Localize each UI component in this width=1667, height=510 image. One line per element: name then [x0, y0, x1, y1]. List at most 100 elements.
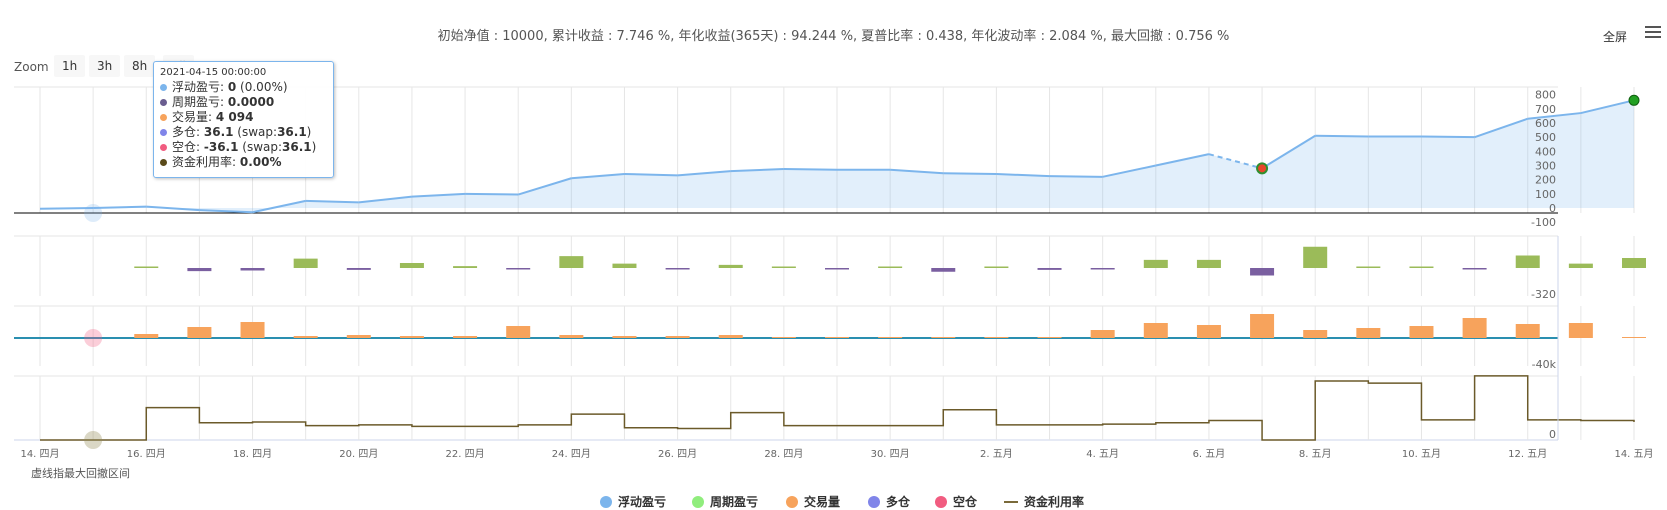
pnl-line-segment: [996, 172, 1050, 178]
volume-bar: [1622, 337, 1646, 338]
menu-icon[interactable]: [1645, 26, 1661, 40]
volume-bar: [1303, 330, 1328, 338]
pnl-line-segment: [1049, 175, 1103, 178]
volume-bar: [346, 335, 371, 338]
legend-dot-icon: [600, 496, 612, 508]
volume-bar: [399, 336, 424, 338]
drawdown-note: 虚线指最大回撤区间: [31, 467, 130, 480]
legend-item-float-pnl[interactable]: 浮动盈亏: [600, 493, 666, 510]
volume-bar: [878, 337, 903, 338]
volume-bar: [665, 336, 690, 338]
x-tick-label: 2. 五月: [980, 448, 1013, 460]
volume-bar: [612, 336, 637, 338]
volume-y-label: -40k: [1532, 358, 1557, 371]
pnl-line-segment: [1474, 117, 1529, 139]
period-pnl-bar: [399, 263, 424, 268]
volume-bar: [453, 336, 478, 338]
pnl-line-segment: [1580, 99, 1635, 115]
tooltip-row-period-pnl: 周期盈亏: 0.0000: [160, 95, 327, 110]
period-pnl-bar: [1250, 268, 1275, 276]
fullscreen-button[interactable]: 全屏: [1603, 30, 1628, 44]
period-pnl-bar: [825, 268, 849, 270]
hover-halo-utilization: [84, 431, 103, 449]
legend-item-utilization[interactable]: 资金利用率: [1004, 493, 1084, 510]
pnl-y-tick-label: 800: [1535, 89, 1556, 102]
volume-bar: [931, 337, 956, 338]
pnl-line-segment: [1261, 134, 1316, 170]
legend-line-icon: [1004, 501, 1018, 503]
volume-bar: [187, 327, 212, 338]
pnl-area-fill: [40, 100, 1634, 213]
pnl-line-segment: [730, 168, 784, 173]
x-tick-label: 18. 四月: [233, 448, 272, 460]
zoom-3h-button[interactable]: 3h: [89, 55, 121, 77]
x-tick-label: 14. 五月: [1614, 448, 1653, 460]
legend-item-volume[interactable]: 交易量: [786, 493, 840, 510]
pnl-line-segment: [1208, 153, 1263, 170]
zoom-label: Zoom: [14, 60, 49, 74]
volume-bar: [1037, 337, 1062, 338]
period-pnl-bar: [1568, 263, 1593, 268]
legend-item-period-pnl[interactable]: 周期盈亏: [692, 493, 758, 510]
pnl-line-segment: [624, 172, 678, 177]
zoom-8h-button[interactable]: 8h: [124, 55, 156, 77]
x-tick-label: 12. 五月: [1508, 448, 1547, 460]
period-pnl-bar: [1143, 259, 1168, 268]
period-pnl-bar: [1462, 268, 1487, 270]
volume-bar: [293, 336, 318, 338]
x-tick-label: 4. 五月: [1086, 448, 1119, 460]
pnl-y-tick-label: 100: [1535, 188, 1556, 201]
legend-item-long[interactable]: 多仓: [868, 493, 910, 510]
tooltip-row-long: 多仓: 36.1 (swap:36.1): [160, 125, 327, 140]
last-point-marker: [1628, 94, 1640, 106]
pnl-line-segment: [411, 192, 466, 198]
volume-bar: [559, 335, 584, 338]
tooltip-datetime: 2021-04-15 00:00:00: [160, 67, 267, 78]
tooltip-row-utilization: 资金利用率: 0.00%: [160, 155, 327, 170]
pnl-y-tick-label: 500: [1535, 131, 1556, 144]
volume-bar: [1143, 323, 1168, 338]
volume-bar: [718, 335, 743, 338]
volume-bar: [1356, 328, 1381, 338]
volume-bar: [1196, 325, 1221, 338]
legend-dot-icon: [868, 496, 880, 508]
x-tick-label: 16. 四月: [127, 448, 166, 460]
pnl-line-segment: [571, 172, 625, 180]
period-pnl-bar: [771, 266, 796, 268]
period-pnl-bar: [506, 268, 531, 270]
volume-bar: [1462, 318, 1487, 338]
pnl-y-tick-label: -100: [1531, 216, 1556, 229]
volume-bar: [825, 337, 849, 338]
tooltip-row-float-pnl: 浮动盈亏: 0 (0.00%): [160, 80, 327, 95]
period-pnl-bar: [1622, 258, 1646, 268]
pnl-line-segment: [517, 177, 572, 196]
x-tick-label: 8. 五月: [1299, 448, 1332, 460]
volume-bar: [1090, 330, 1115, 338]
pnl-line-segment: [199, 209, 253, 214]
pnl-line-segment: [1421, 135, 1475, 139]
legend-dot-icon: [786, 496, 798, 508]
legend-dot-icon: [692, 496, 704, 508]
volume-bar: [1568, 323, 1593, 338]
legend-item-short[interactable]: 空仓: [935, 493, 977, 510]
volume-bar: [1250, 314, 1275, 338]
period-pnl-bar: [1515, 255, 1540, 268]
period-pnl-bar: [878, 266, 903, 268]
volume-bar: [1515, 324, 1540, 338]
drawdown-marker: [1256, 162, 1269, 175]
period-pnl-bar: [1356, 266, 1381, 268]
period-pnl-bar: [1196, 259, 1221, 268]
period-pnl-bar: [984, 266, 1009, 268]
period-pnl-bar: [134, 266, 159, 268]
pnl-line-segment: [890, 168, 944, 175]
pnl-line-segment: [93, 205, 147, 209]
volume-bar: [1409, 326, 1434, 338]
zoom-1h-button[interactable]: 1h: [54, 55, 86, 77]
period-pnl-bar: [293, 258, 318, 268]
utilization-y-label: 0: [1549, 428, 1556, 441]
tooltip-row-volume: 交易量: 4 094: [160, 110, 327, 125]
period-pnl-bar: [665, 268, 690, 270]
pnl-line-segment: [146, 205, 200, 212]
legend-dot-icon: [935, 496, 947, 508]
